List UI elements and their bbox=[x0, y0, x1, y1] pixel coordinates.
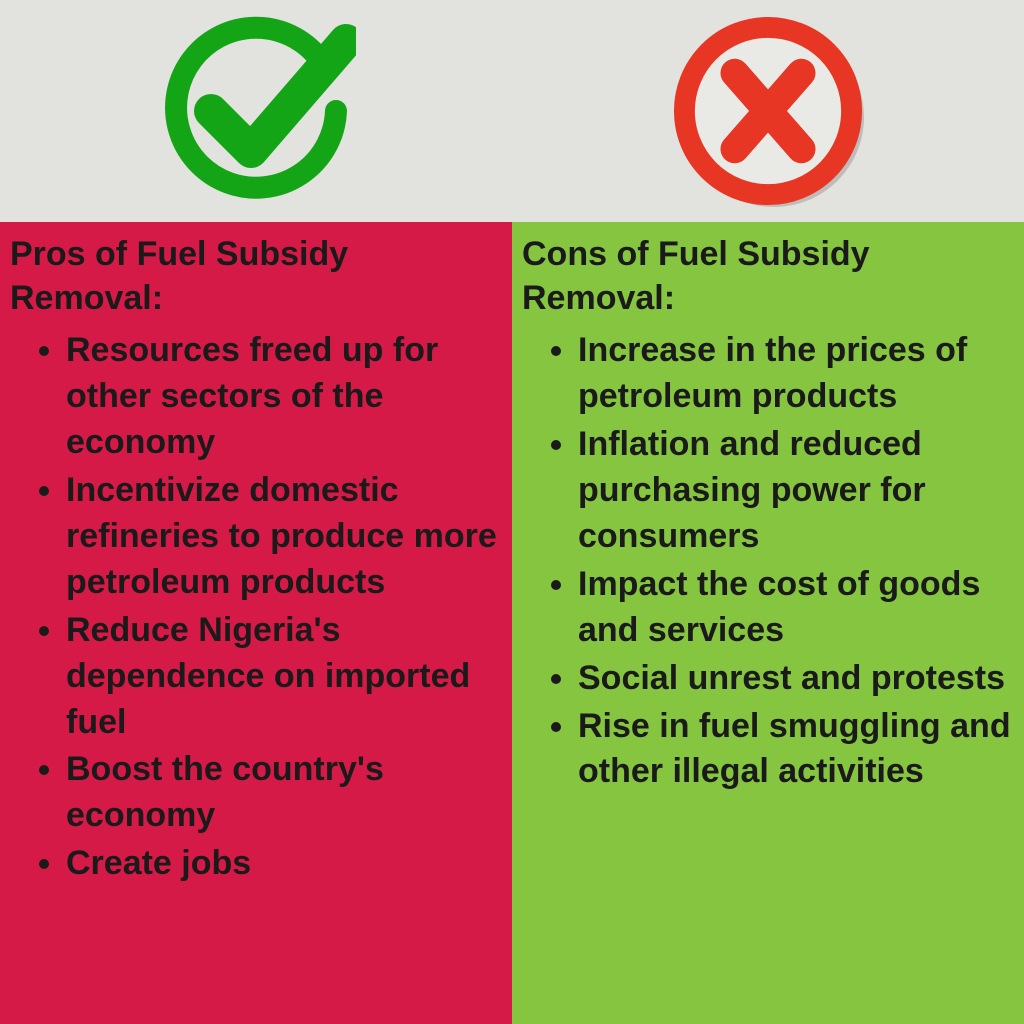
check-icon bbox=[156, 11, 356, 211]
cons-item: Inflation and reduced purchasing power f… bbox=[578, 422, 1014, 560]
cons-column: Cons of Fuel Subsidy Removal: Increase i… bbox=[512, 222, 1024, 1024]
pros-item: Boost the country's economy bbox=[66, 747, 502, 839]
cons-item: Increase in the prices of petroleum prod… bbox=[578, 328, 1014, 420]
pros-item: Resources freed up for other sectors of … bbox=[66, 328, 502, 466]
pros-list: Resources freed up for other sectors of … bbox=[6, 328, 502, 887]
cons-title: Cons of Fuel Subsidy Removal: bbox=[518, 232, 1014, 320]
header-cell-check bbox=[0, 0, 512, 222]
pros-item: Reduce Nigeria's dependence on imported … bbox=[66, 608, 502, 746]
body-row: Pros of Fuel Subsidy Removal: Resources … bbox=[0, 222, 1024, 1024]
x-icon bbox=[668, 11, 868, 211]
cons-list: Increase in the prices of petroleum prod… bbox=[518, 328, 1014, 795]
pros-item: Create jobs bbox=[66, 841, 502, 887]
header-cell-x bbox=[512, 0, 1024, 222]
pros-title: Pros of Fuel Subsidy Removal: bbox=[6, 232, 502, 320]
infographic-container: Pros of Fuel Subsidy Removal: Resources … bbox=[0, 0, 1024, 1024]
pros-item: Incentivize domestic refineries to produ… bbox=[66, 468, 502, 606]
header-row bbox=[0, 0, 1024, 222]
cons-item: Social unrest and protests bbox=[578, 656, 1014, 702]
pros-column: Pros of Fuel Subsidy Removal: Resources … bbox=[0, 222, 512, 1024]
cons-item: Rise in fuel smuggling and other illegal… bbox=[578, 704, 1014, 796]
cons-item: Impact the cost of goods and services bbox=[578, 562, 1014, 654]
